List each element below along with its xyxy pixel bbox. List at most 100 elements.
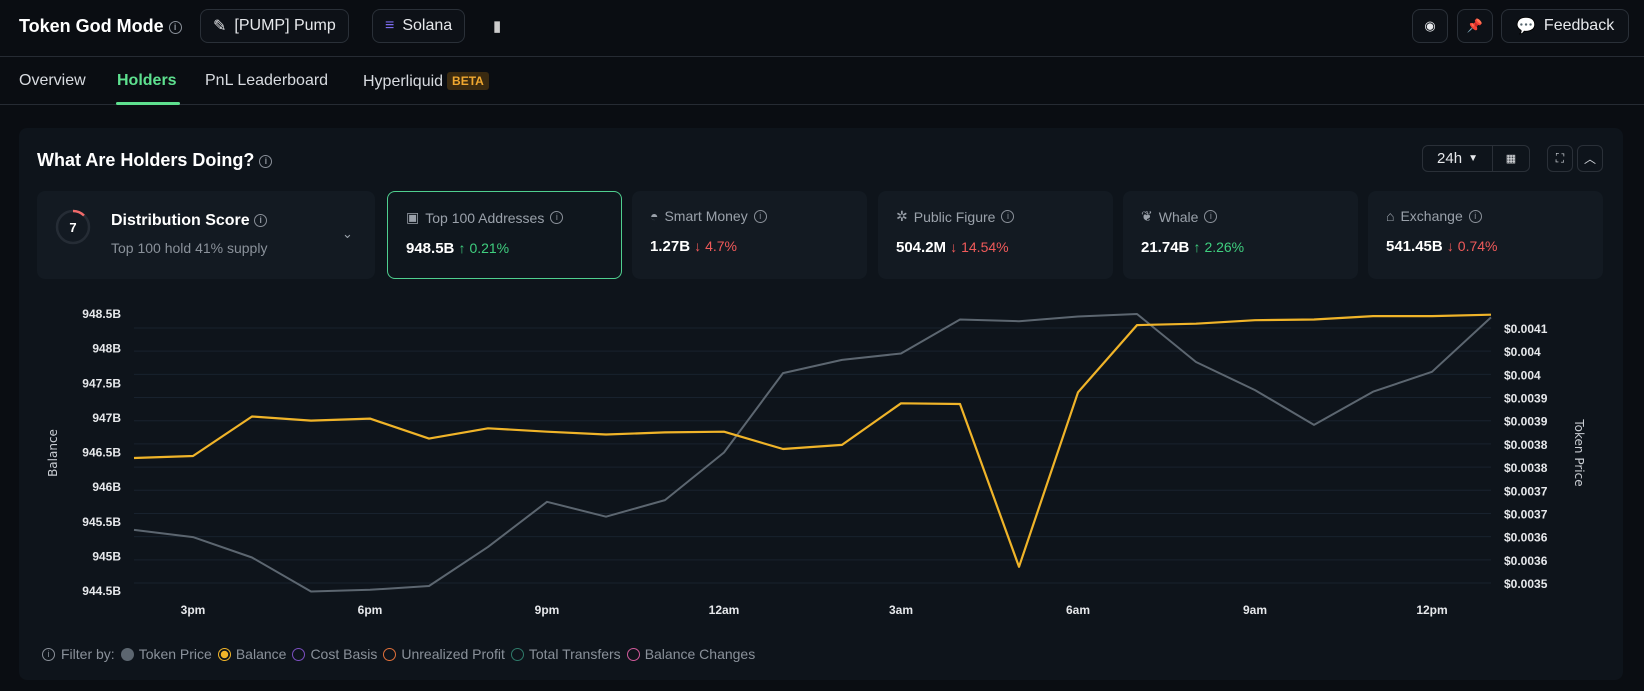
tab-holders[interactable]: Holders bbox=[117, 72, 177, 89]
pin-button[interactable]: 📌 bbox=[1457, 9, 1493, 43]
left-axis-tick: 944.5B bbox=[82, 584, 121, 598]
stat-value: 948.5B ↑ 0.21% bbox=[406, 240, 603, 257]
stat-label: ✲ Public Figure i bbox=[896, 208, 1095, 225]
stat-change-value: 0.21% bbox=[469, 240, 510, 256]
app-title: Token God Mode i bbox=[19, 16, 182, 37]
watch-icon: ◉ bbox=[1424, 18, 1436, 33]
distribution-score-card[interactable] bbox=[37, 191, 375, 279]
arrow-up-icon: ↑ bbox=[1193, 239, 1201, 255]
smart-money-icon: ◓ bbox=[650, 208, 659, 224]
info-icon[interactable]: i bbox=[550, 211, 564, 224]
legend-dot bbox=[383, 647, 397, 661]
x-axis-tick: 6pm bbox=[358, 603, 383, 617]
watch-button[interactable]: ◉ bbox=[1412, 9, 1448, 43]
stat-label: ❦ Whale i bbox=[1141, 208, 1340, 225]
arrow-down-icon: ↓ bbox=[694, 238, 702, 254]
stat-value: 1.27B ↓ 4.7% bbox=[650, 238, 849, 255]
tab-pnl-leaderboard[interactable]: PnL Leaderboard bbox=[205, 72, 329, 89]
stat-card-top-100-addresses[interactable]: ▣ Top 100 Addresses i 948.5B ↑ 0.21% bbox=[387, 191, 622, 279]
legend-item-balance-changes[interactable]: Balance Changes bbox=[626, 646, 756, 662]
legend-item-total-transfers[interactable]: Total Transfers bbox=[510, 646, 621, 662]
stat-change: ↓ 4.7% bbox=[694, 238, 737, 254]
score-value: 7 bbox=[69, 220, 76, 235]
calendar-icon: ▦ bbox=[1505, 153, 1517, 165]
legend-label: Balance Changes bbox=[644, 646, 756, 662]
right-axis-tick: $0.0037 bbox=[1504, 484, 1548, 498]
stat-change: ↓ 14.54% bbox=[950, 239, 1008, 255]
stat-card-smart-money[interactable]: ◓ Smart Money i 1.27B ↓ 4.7% bbox=[632, 191, 867, 279]
x-axis-tick: 3pm bbox=[181, 603, 206, 617]
stat-change-value: 2.26% bbox=[1204, 239, 1245, 255]
legend-label: Cost Basis bbox=[310, 646, 378, 662]
arrow-down-icon: ↓ bbox=[950, 239, 958, 255]
stat-card-whale[interactable]: ❦ Whale i 21.74B ↑ 2.26% bbox=[1123, 191, 1358, 279]
stat-value-text: 948.5B bbox=[406, 240, 455, 257]
stat-change: ↑ 2.26% bbox=[1194, 239, 1245, 255]
left-axis-tick: 945.5B bbox=[82, 515, 121, 529]
calendar-button[interactable]: ▦ bbox=[1493, 146, 1529, 171]
filter-label: Filter by: bbox=[61, 646, 115, 662]
pencil-icon: ✎ bbox=[213, 18, 227, 35]
chevron-down-icon[interactable]: ⌄ bbox=[342, 226, 353, 241]
tab-hyperliquid[interactable]: Hyperliquid BETA bbox=[363, 72, 489, 91]
stat-label: ◓ Smart Money i bbox=[650, 208, 849, 224]
chain-selector[interactable]: ≡ Solana bbox=[372, 9, 466, 43]
stat-change-value: 4.7% bbox=[705, 238, 738, 254]
right-axis-tick: $0.0038 bbox=[1504, 461, 1548, 475]
info-icon[interactable]: i bbox=[1468, 209, 1482, 223]
info-icon[interactable]: i bbox=[1204, 210, 1218, 223]
tab-overview[interactable]: Overview bbox=[19, 72, 86, 89]
stat-value: 541.45B ↓ 0.74% bbox=[1386, 238, 1585, 255]
app-title-text: Token God Mode bbox=[19, 16, 164, 36]
left-axis-tick: 945B bbox=[92, 549, 121, 563]
legend-item-token-price[interactable]: Token Price bbox=[120, 646, 212, 662]
legend-label: Balance bbox=[235, 646, 287, 662]
caret-down-icon: ▼ bbox=[1468, 153, 1478, 164]
info-icon[interactable]: i bbox=[254, 214, 268, 228]
feedback-button[interactable]: 💬 Feedback bbox=[1501, 9, 1630, 43]
fullscreen-button[interactable]: ⛶ bbox=[1547, 145, 1573, 172]
info-icon[interactable]: i bbox=[1001, 210, 1015, 223]
copy-icon[interactable]: ▮ bbox=[493, 18, 502, 35]
legend-dot bbox=[510, 647, 524, 661]
legend-item-unrealized-profit[interactable]: Unrealized Profit bbox=[383, 646, 505, 662]
money-icon: ▣ bbox=[406, 209, 420, 225]
token-selector[interactable]: ✎ [PUMP] Pump bbox=[200, 9, 349, 43]
stat-value-text: 504.2M bbox=[896, 239, 947, 256]
legend-item-balance[interactable]: Balance bbox=[217, 646, 287, 662]
stat-change-value: 0.74% bbox=[1457, 238, 1498, 254]
right-axis-tick: $0.0039 bbox=[1504, 392, 1548, 406]
info-icon[interactable]: i bbox=[168, 20, 182, 34]
stat-card-public-figure[interactable]: ✲ Public Figure i 504.2M ↓ 14.54% bbox=[878, 191, 1113, 279]
feedback-label: Feedback bbox=[1543, 17, 1615, 34]
chart-legend: i Filter by: Token Price Balance Cost Basi… bbox=[42, 646, 761, 662]
token-name: [PUMP] Pump bbox=[234, 17, 336, 34]
x-axis-tick: 3am bbox=[889, 603, 913, 617]
legend-label: Unrealized Profit bbox=[401, 646, 505, 662]
stat-change: ↑ 0.21% bbox=[459, 240, 510, 256]
left-axis-tick: 946.5B bbox=[82, 446, 121, 460]
solana-icon: ≡ bbox=[385, 17, 395, 34]
info-icon[interactable]: i bbox=[259, 154, 273, 168]
stat-value-text: 21.74B bbox=[1141, 239, 1190, 256]
info-icon[interactable]: i bbox=[753, 209, 767, 223]
right-axis-title: Token Price bbox=[1572, 418, 1586, 486]
distribution-title-text: Distribution Score bbox=[111, 212, 250, 229]
x-axis-tick: 12pm bbox=[1416, 603, 1447, 617]
stat-label-text: Exchange bbox=[1400, 208, 1463, 224]
legend-dot bbox=[120, 647, 134, 661]
beta-badge: BETA bbox=[447, 72, 489, 90]
info-icon[interactable]: i bbox=[42, 647, 55, 661]
active-tab-indicator bbox=[116, 102, 180, 105]
stat-value-text: 541.45B bbox=[1386, 238, 1443, 255]
legend-item-cost-basis[interactable]: Cost Basis bbox=[292, 646, 377, 662]
time-range-dropdown[interactable]: 24h ▼ bbox=[1423, 146, 1493, 171]
stat-label: ▣ Top 100 Addresses i bbox=[406, 209, 603, 226]
collapse-button[interactable]: ︿ bbox=[1577, 145, 1603, 172]
stat-card-exchange[interactable]: ⌂ Exchange i 541.45B ↓ 0.74% bbox=[1368, 191, 1603, 279]
left-axis-tick: 947B bbox=[92, 411, 121, 425]
left-axis-tick: 946B bbox=[92, 480, 121, 494]
right-axis-tick: $0.0036 bbox=[1504, 554, 1548, 568]
stat-value: 504.2M ↓ 14.54% bbox=[896, 239, 1095, 256]
